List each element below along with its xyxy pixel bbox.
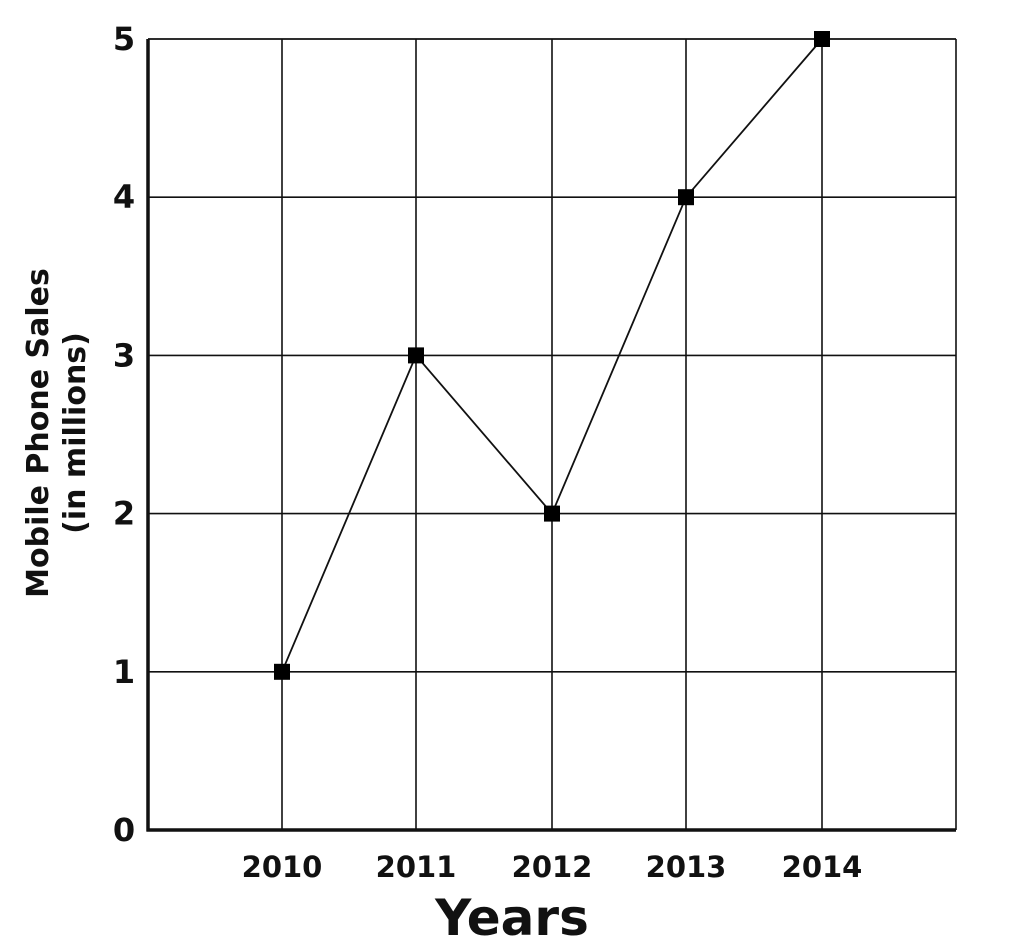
x-tick-label-2012: 2012 — [512, 850, 593, 884]
data-point-2011 — [408, 347, 424, 364]
y-tick-label-4: 4 — [113, 178, 135, 216]
x-tick-label-2011: 2011 — [376, 850, 457, 884]
y-axis-title-line-2: (in millions) — [58, 332, 93, 534]
y-tick-label-1: 1 — [113, 653, 135, 691]
series-layer — [274, 31, 830, 680]
data-point-2014 — [814, 31, 830, 47]
grid — [148, 38, 956, 830]
y-axis-title-line-1: Mobile Phone Sales — [21, 268, 56, 598]
y-tick-labels: 0 1 2 3 4 5 — [113, 20, 135, 849]
data-point-2012 — [544, 505, 560, 522]
y-tick-label-5: 5 — [113, 20, 135, 58]
y-tick-label-3: 3 — [113, 336, 135, 374]
data-point-2013 — [678, 189, 694, 206]
axes — [146, 38, 957, 832]
data-point-2010 — [274, 663, 290, 680]
x-axis-title: Years — [434, 889, 589, 947]
y-tick-label-0: 0 — [113, 811, 135, 849]
x-tick-label-2014: 2014 — [782, 850, 863, 884]
y-axis-title: Mobile Phone Sales (in millions) — [21, 268, 93, 598]
x-tick-label-2010: 2010 — [242, 850, 323, 884]
y-tick-label-2: 2 — [113, 495, 135, 533]
x-tick-label-2013: 2013 — [646, 850, 727, 884]
x-tick-labels: 2010 2011 2012 2013 2014 — [242, 850, 863, 884]
